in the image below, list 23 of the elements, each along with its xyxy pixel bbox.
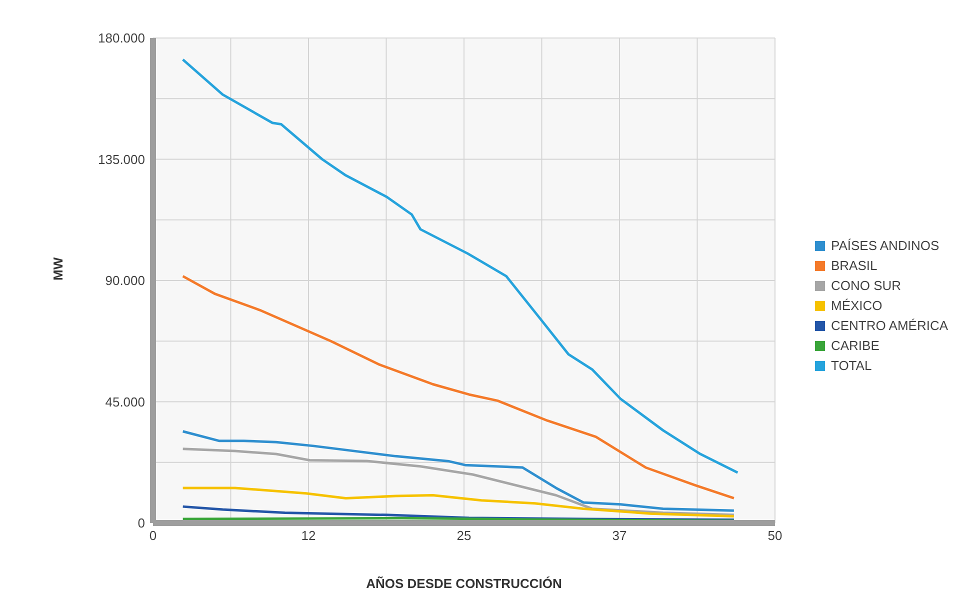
line-series bbox=[182, 274, 736, 500]
legend-label: CARIBE bbox=[830, 336, 880, 354]
x-tick-label: 0 bbox=[149, 528, 157, 544]
x-tick-label: 12 bbox=[301, 528, 316, 544]
y-tick-label: 90.000 bbox=[105, 273, 145, 288]
line-series bbox=[182, 486, 736, 518]
x-tick-label: 37 bbox=[612, 528, 627, 544]
x-tick-label: 50 bbox=[768, 528, 782, 544]
y-tick-label: 135.000 bbox=[98, 152, 145, 167]
legend-label: TOTAL bbox=[830, 356, 872, 374]
y-axis-title: MW bbox=[50, 256, 66, 280]
y-tick-label: 180.000 bbox=[98, 30, 145, 46]
line-series bbox=[182, 58, 739, 474]
legend-label: PAÍSES ANDINOS bbox=[830, 236, 940, 254]
line-series bbox=[182, 430, 736, 512]
legend-label: CENTRO AMÉRICA bbox=[830, 316, 948, 334]
x-tick-label: 25 bbox=[456, 528, 472, 544]
legend-label: CONO SUR bbox=[830, 276, 902, 294]
y-tick-label: 0 bbox=[138, 516, 145, 531]
x-axis-title: AÑOS DESDE CONSTRUCCIÓN bbox=[366, 576, 562, 591]
legend-label: BRASIL bbox=[830, 256, 878, 274]
legend-label: MÉXICO bbox=[830, 296, 882, 314]
y-tick-label: 45.000 bbox=[105, 394, 145, 410]
